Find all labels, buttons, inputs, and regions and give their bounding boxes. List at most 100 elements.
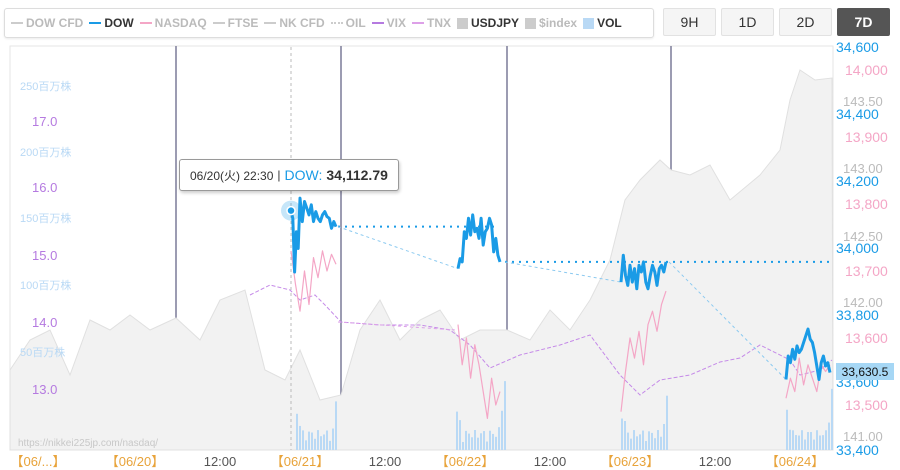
usdjpy-area	[9, 69, 834, 451]
volume-bar	[308, 431, 310, 450]
legend-label: DOW	[104, 16, 134, 30]
legend-item-oil[interactable]: OIL	[330, 16, 366, 30]
volume-bar	[299, 425, 301, 450]
legend-item-tnx[interactable]: TNX	[412, 16, 451, 30]
dow-axis-tick: 34,600	[836, 39, 879, 55]
legend-item-dow-cfd[interactable]: DOW CFD	[11, 16, 83, 30]
legend-item-vol[interactable]: VOL	[583, 16, 622, 30]
volume-bar	[335, 401, 337, 450]
volume-bar	[498, 427, 500, 450]
x-axis-label: 【06/24】	[766, 454, 825, 469]
volume-bar	[630, 438, 632, 450]
dow-line	[456, 213, 502, 269]
legend-label: NK CFD	[279, 16, 325, 30]
volume-bar	[795, 435, 797, 450]
volume-bar	[624, 420, 626, 450]
legend-swatch	[89, 22, 102, 24]
volume-bar	[798, 435, 800, 450]
nasdaq-axis-tick: 13,700	[845, 263, 888, 279]
volume-bar	[320, 436, 322, 450]
vix-axis-tick: 14.0	[32, 315, 57, 330]
volume-bar	[477, 437, 479, 450]
volume-bar	[302, 430, 304, 450]
vol-axis-tick: 100百万株	[20, 278, 71, 292]
volume-bar	[305, 440, 307, 450]
vol-axis-tick: 150百万株	[20, 211, 71, 225]
volume-bar	[465, 430, 467, 450]
legend-item-usdjpy[interactable]: USDJPY	[457, 16, 519, 30]
tooltip-separator: |	[277, 168, 281, 182]
volume-bar	[296, 413, 298, 450]
usdjpy-axis-tick: 143.00	[843, 161, 883, 176]
volume-bar	[636, 436, 638, 450]
legend-label: FTSE	[227, 16, 259, 30]
legend-item-ftse[interactable]: FTSE	[212, 16, 259, 30]
nasdaq-line	[620, 290, 667, 412]
volume-bar	[660, 436, 662, 450]
vol-axis-tick: 50百万株	[20, 345, 65, 359]
timeframe-button-9h[interactable]: 9H	[663, 8, 716, 36]
legend-swatch	[412, 22, 425, 24]
legend-swatch	[11, 22, 23, 24]
legend-item-nasdaq[interactable]: NASDAQ	[139, 16, 207, 30]
volume-bar	[627, 432, 629, 450]
x-axis-label: 12:00	[534, 454, 567, 469]
tooltip-series: DOW:	[284, 167, 323, 183]
tooltip-value: 34,112.79	[326, 167, 388, 183]
nasdaq-axis-tick: 13,900	[845, 129, 888, 145]
nasdaq-axis-tick: 13,500	[845, 397, 888, 413]
x-axis-label: 【06/23】	[601, 454, 660, 469]
usdjpy-axis-tick: 141.00	[843, 429, 883, 444]
timeframe-button-7d[interactable]: 7D	[837, 8, 890, 36]
tooltip-date: 06/20(火) 22:30	[190, 168, 274, 183]
legend-item--index[interactable]: $index	[525, 16, 577, 30]
timeframe-button-1d[interactable]: 1D	[721, 8, 774, 36]
timeframe-button-2d[interactable]: 2D	[779, 8, 832, 36]
dow-line	[784, 327, 832, 381]
x-axis-label: 【06/22】	[436, 454, 495, 469]
dow-line	[289, 196, 338, 274]
legend-swatch	[139, 22, 152, 24]
nasdaq-line	[290, 250, 337, 312]
nasdaq-line	[785, 357, 831, 399]
usdjpy-axis-tick: 142.50	[843, 229, 883, 244]
volume-bar	[819, 435, 821, 450]
nasdaq-axis-tick: 14,000	[845, 62, 888, 78]
watermark-text: https://nikkei225jp.com/nasdaq/	[18, 438, 158, 449]
volume-bar	[314, 438, 316, 450]
vol-axis-tick: 200百万株	[20, 145, 71, 159]
legend-label: USDJPY	[471, 16, 520, 30]
x-axis-label: 12:00	[369, 454, 402, 469]
vix-line	[249, 284, 833, 396]
volume-bar	[317, 430, 319, 450]
x-axis-label: 【06/20】	[106, 454, 165, 469]
legend-label: VIX	[386, 16, 407, 30]
volume-bar	[666, 395, 668, 450]
nasdaq-line	[457, 324, 501, 419]
dow-axis-tick: 34,000	[836, 240, 879, 256]
legend-swatch	[457, 17, 469, 29]
legend-item-vix[interactable]: VIX	[371, 16, 407, 30]
legend-label: TNX	[427, 16, 452, 30]
nasdaq-axis-tick: 13,600	[845, 330, 888, 346]
volume-bar	[825, 430, 827, 450]
x-axis-label: 12:00	[204, 454, 237, 469]
volume-bar	[651, 432, 653, 450]
volume-bar	[489, 430, 491, 450]
dow-gap-link	[337, 226, 459, 270]
volume-bar	[813, 439, 815, 450]
hover-tooltip: 06/20(火) 22:30 | DOW: 34,112.79	[179, 159, 399, 191]
vix-axis-tick: 17.0	[32, 114, 57, 129]
volume-bar	[459, 420, 461, 450]
legend-item-nk-cfd[interactable]: NK CFD	[264, 16, 325, 30]
volume-bar	[501, 410, 503, 450]
volume-bar	[462, 441, 464, 450]
volume-bar	[657, 430, 659, 450]
vix-axis-tick: 15.0	[32, 248, 57, 263]
legend-item-dow[interactable]: DOW	[89, 16, 134, 30]
legend-swatch	[264, 22, 277, 24]
volume-bar	[474, 430, 476, 450]
x-axis-label: 12:00	[699, 454, 732, 469]
legend-swatch	[330, 22, 343, 24]
